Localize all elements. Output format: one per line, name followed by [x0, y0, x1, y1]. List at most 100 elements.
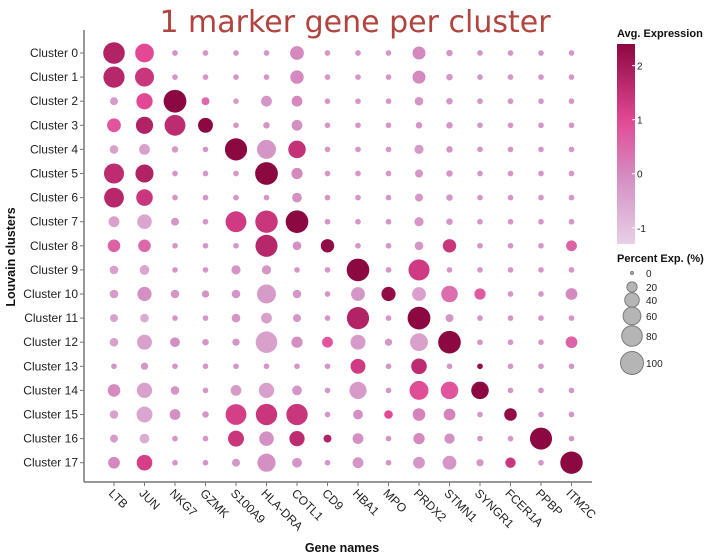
- dot-cluster-12-mpo: [384, 338, 393, 346]
- dot-cluster-0-cd9: [324, 50, 331, 56]
- size-legend-title: Percent Exp. (%): [617, 253, 704, 265]
- y-axis-title: Louvain clusters: [4, 207, 18, 306]
- dot-cluster-16-nkg7: [172, 435, 178, 442]
- dot-cluster-15-nkg7: [169, 409, 181, 420]
- dot-cluster-7-gzmk: [202, 218, 209, 225]
- dot-cluster-13-cotl1: [294, 363, 300, 370]
- dot-cluster-14-ltb: [107, 384, 121, 397]
- dot-cluster-16-syngr1: [477, 435, 483, 442]
- dot-cluster-15-cotl1: [286, 403, 308, 426]
- dot-cluster-2-mpo: [385, 98, 392, 105]
- dot-cluster-12-gzmk: [202, 338, 209, 346]
- dot-cluster-13-jun: [140, 362, 149, 370]
- dot-cluster-7-fcer1a: [507, 218, 514, 225]
- y-tick-label: Cluster 12: [23, 335, 78, 349]
- dot-cluster-10-hla-dra: [257, 284, 276, 304]
- dot-cluster-13-hba1: [350, 358, 366, 374]
- x-tick-label: ITM2C: [563, 486, 599, 522]
- dot-cluster-14-fcer1a: [507, 387, 514, 394]
- dot-cluster-5-ppbp: [538, 170, 544, 177]
- dot-cluster-16-itm2c: [568, 435, 575, 442]
- dot-cluster-14-gzmk: [202, 387, 209, 394]
- dot-cluster-9-fcer1a: [507, 267, 514, 273]
- dot-cluster-3-gzmk: [198, 117, 213, 133]
- size-legend-dot: [620, 351, 644, 375]
- dot-cluster-4-gzmk: [202, 146, 209, 153]
- y-tick-label: Cluster 13: [23, 359, 78, 373]
- x-tick-label: CD9: [319, 486, 346, 513]
- dot-cluster-12-stmn1: [438, 330, 461, 354]
- dot-cluster-8-cd9: [320, 239, 335, 253]
- x-tick-label: HBA1: [350, 486, 382, 518]
- dot-cluster-2-hba1: [355, 98, 361, 105]
- dot-cluster-10-s100a9: [231, 289, 241, 299]
- dot-cluster-10-cd9: [324, 291, 331, 297]
- dot-cluster-14-itm2c: [568, 387, 575, 394]
- dot-cluster-3-syngr1: [477, 122, 483, 129]
- dot-cluster-10-jun: [137, 286, 152, 302]
- color-legend-title: Avg. Expression: [617, 28, 703, 40]
- dot-cluster-16-fcer1a: [507, 435, 514, 442]
- dot-cluster-8-prdx2: [414, 241, 424, 251]
- dot-cluster-10-nkg7: [170, 289, 180, 299]
- dot-cluster-14-cotl1: [292, 385, 302, 396]
- dot-cluster-14-hba1: [349, 381, 367, 400]
- dot-cluster-6-hla-dra: [263, 194, 270, 201]
- dot-cluster-3-hla-dra: [263, 122, 270, 129]
- dot-cluster-6-s100a9: [233, 194, 239, 201]
- dot-cluster-7-jun: [137, 214, 152, 229]
- x-tick-label: NKG7: [167, 486, 200, 519]
- dot-cluster-2-syngr1: [477, 98, 483, 105]
- dot-cluster-9-hba1: [346, 258, 370, 282]
- dot-cluster-10-gzmk: [201, 290, 210, 298]
- dot-cluster-3-fcer1a: [507, 122, 514, 129]
- dot-cluster-15-cd9: [324, 411, 331, 418]
- dot-cluster-3-cd9: [324, 122, 331, 129]
- dot-cluster-16-hba1: [352, 433, 364, 444]
- dot-cluster-7-nkg7: [171, 217, 179, 226]
- dot-cluster-12-s100a9: [232, 338, 240, 346]
- dot-cluster-0-jun: [135, 43, 154, 63]
- dot-cluster-2-stmn1: [446, 97, 453, 105]
- dot-cluster-17-gzmk: [202, 459, 209, 466]
- dot-cluster-4-ltb: [109, 145, 119, 154]
- dot-cluster-1-hba1: [355, 74, 361, 80]
- dot-cluster-7-stmn1: [446, 218, 453, 225]
- y-axis-tick-labels: Cluster 0 Cluster 1 Cluster 2 Cluster 3 Clus…: [23, 46, 84, 470]
- dot-cluster-8-hla-dra: [255, 234, 278, 257]
- dot-cluster-4-s100a9: [224, 138, 248, 161]
- dot-cluster-7-mpo: [385, 218, 392, 225]
- dot-cluster-0-gzmk: [202, 50, 209, 56]
- dot-cluster-9-jun: [139, 265, 150, 275]
- dot-cluster-16-ltb: [110, 434, 118, 443]
- dot-cluster-11-mpo: [385, 315, 392, 321]
- dot-cluster-11-ppbp: [538, 315, 544, 321]
- dot-cluster-5-stmn1: [446, 170, 453, 177]
- dot-cluster-13-syngr1: [477, 363, 483, 370]
- dot-cluster-15-hla-dra: [255, 403, 278, 426]
- x-axis-title: Gene names: [305, 541, 379, 555]
- dot-cluster-10-fcer1a: [507, 291, 514, 297]
- dot-cluster-1-stmn1: [446, 73, 453, 81]
- dot-cluster-5-ltb: [103, 163, 125, 184]
- dot-cluster-10-hba1: [351, 287, 365, 301]
- dot-cluster-7-hla-dra: [255, 210, 278, 233]
- dot-cluster-2-itm2c: [568, 98, 575, 105]
- size-legend-dot: [622, 306, 642, 326]
- dot-cluster-16-ppbp: [529, 427, 553, 450]
- dot-cluster-10-cotl1: [292, 289, 302, 299]
- dot-cluster-9-s100a9: [231, 265, 241, 275]
- dot-cluster-6-gzmk: [202, 194, 209, 201]
- dot-cluster-8-ltb: [107, 239, 121, 253]
- dot-cluster-15-gzmk: [202, 411, 209, 418]
- size-legend-dot: [626, 281, 638, 293]
- dot-cluster-9-syngr1: [477, 267, 483, 273]
- y-tick-label: Cluster 17: [23, 456, 78, 470]
- dot-cluster-1-fcer1a: [507, 74, 514, 80]
- dot-cluster-17-mpo: [385, 459, 392, 466]
- dot-cluster-1-syngr1: [477, 74, 483, 80]
- dot-cluster-17-stmn1: [442, 455, 457, 470]
- dot-cluster-9-cd9: [324, 267, 331, 273]
- dot-cluster-2-fcer1a: [507, 98, 514, 105]
